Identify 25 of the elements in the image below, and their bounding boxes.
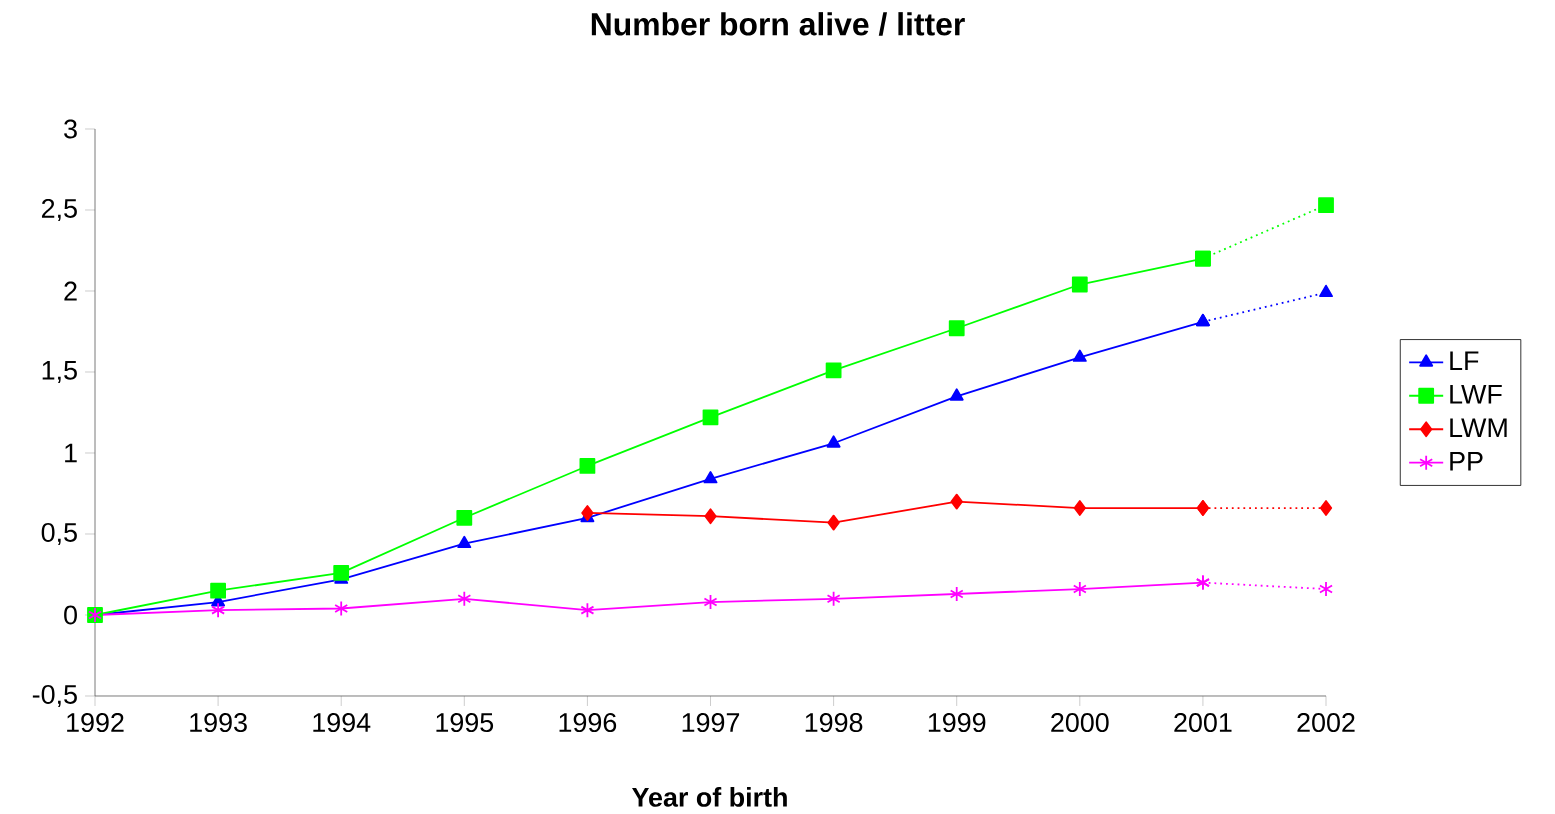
legend-label: LF	[1450, 351, 1479, 371]
x-tick-label: 2002	[1297, 713, 1355, 733]
y-tick-label: 0	[64, 605, 77, 625]
legend-label: LWF	[1450, 385, 1502, 404]
x-axis-title: Year of birth	[632, 787, 787, 808]
x-tick-label: 1997	[682, 713, 740, 733]
legend-label: PP	[1450, 452, 1483, 471]
x-tick-label: 1994	[313, 713, 371, 733]
x-tick-label: 1992	[67, 713, 124, 733]
chart-title: Number born alive / litter	[591, 12, 965, 37]
x-tick-label: 1993	[190, 713, 247, 733]
y-tick-label: 2,5	[41, 199, 77, 222]
legend-label: LWM	[1450, 418, 1507, 438]
x-tick-label: 2000	[1051, 713, 1109, 733]
x-tick-label: 1998	[805, 713, 863, 733]
y-tick-label: 1,5	[42, 361, 77, 384]
y-tick-label: 1	[65, 443, 77, 463]
y-tick-label: 0,5	[41, 523, 77, 546]
y-tick-label: 2	[64, 281, 77, 301]
y-tick-label: -0,5	[32, 685, 77, 708]
y-tick-label: 3	[64, 119, 77, 139]
x-tick-label: 1996	[559, 713, 617, 733]
x-tick-label: 1999	[928, 713, 986, 733]
x-tick-label: 2001	[1174, 713, 1232, 733]
x-tick-label: 1995	[436, 713, 494, 733]
